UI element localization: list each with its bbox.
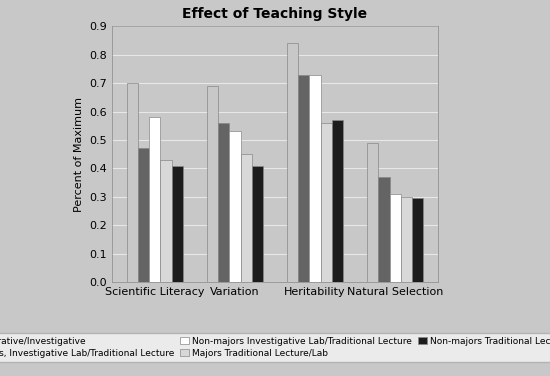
Bar <box>389 194 401 282</box>
Bar <box>321 123 332 282</box>
Bar <box>161 160 172 282</box>
Bar <box>172 165 183 282</box>
Bar <box>401 197 412 282</box>
Bar <box>252 165 263 282</box>
Bar <box>412 198 423 282</box>
Bar <box>149 117 161 282</box>
Bar <box>310 74 321 282</box>
Bar <box>229 131 240 282</box>
Y-axis label: Percent of Maximum: Percent of Maximum <box>74 97 84 212</box>
Legend: Integrative/Investigative, Majors, Investigative Lab/Traditional Lecture, Non-ma: Integrative/Investigative, Majors, Inves… <box>0 332 550 362</box>
Bar <box>240 154 252 282</box>
Bar <box>207 86 218 282</box>
Bar <box>138 149 149 282</box>
Bar <box>378 177 389 282</box>
Title: Effect of Teaching Style: Effect of Teaching Style <box>183 7 367 21</box>
Bar <box>332 120 343 282</box>
Bar <box>367 143 378 282</box>
Bar <box>218 123 229 282</box>
Bar <box>298 74 310 282</box>
Bar <box>127 83 138 282</box>
Bar <box>287 43 298 282</box>
